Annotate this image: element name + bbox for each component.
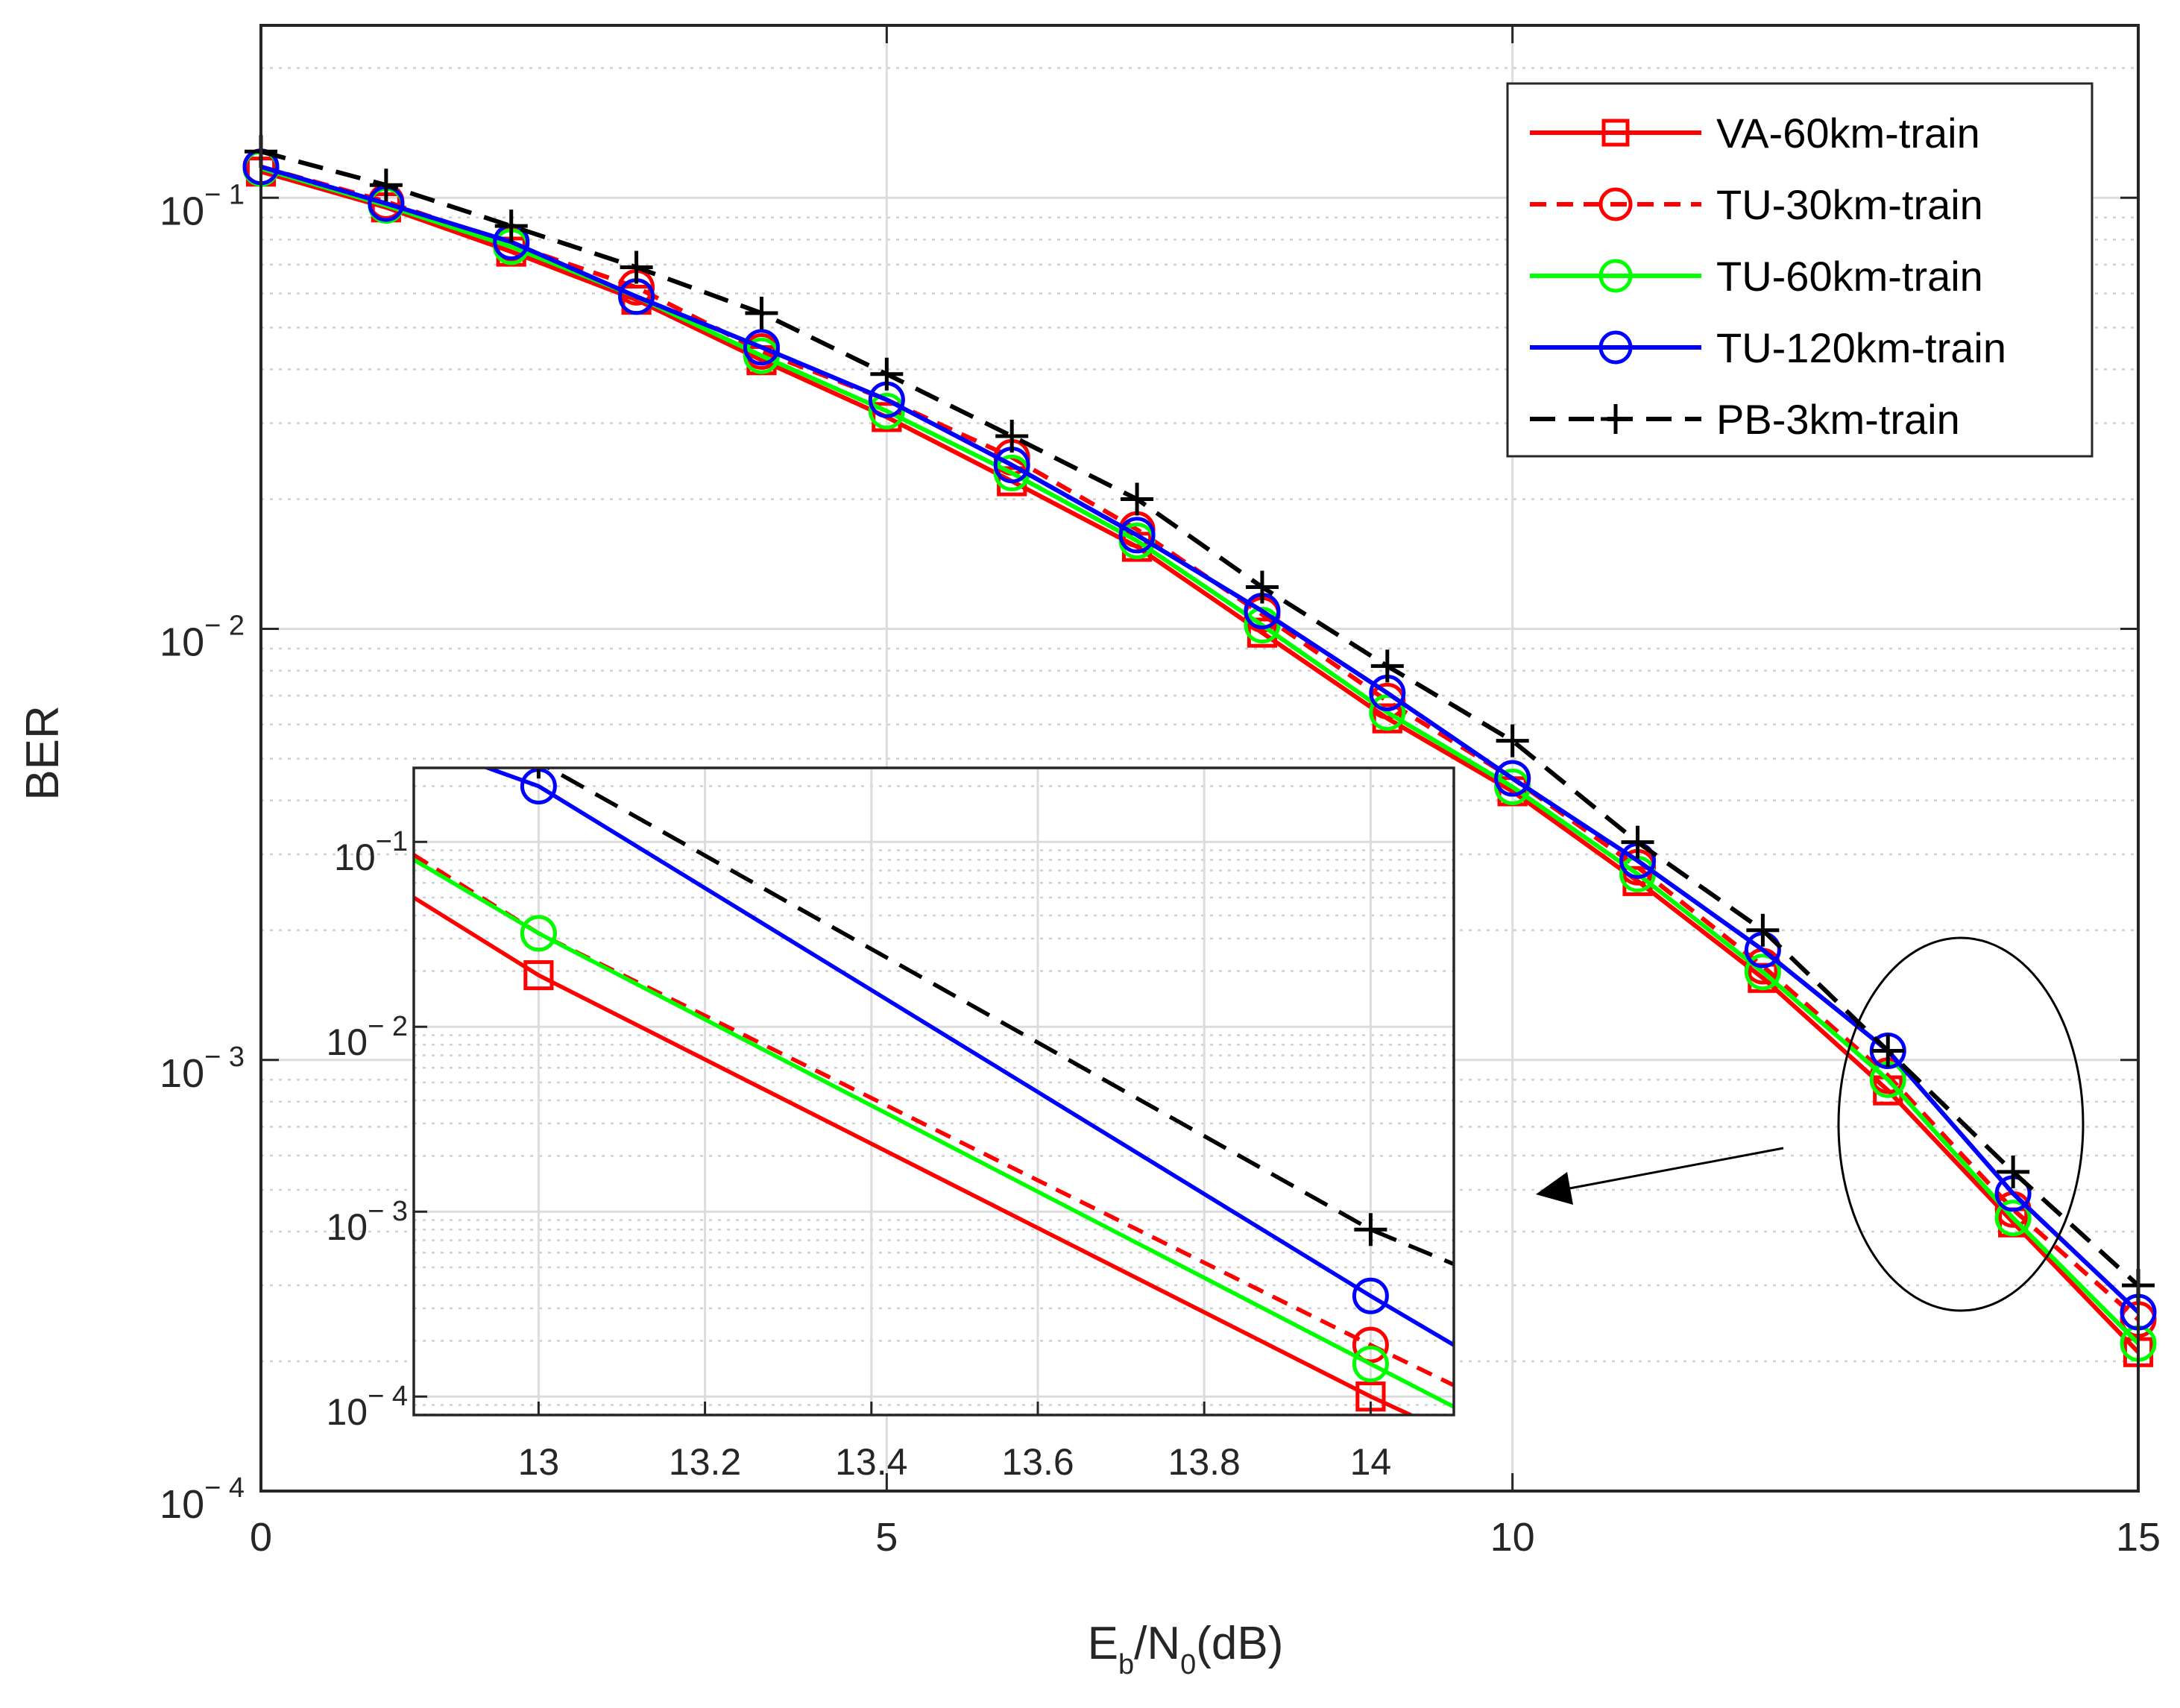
inset-series-group: [414, 768, 1454, 1415]
inset-axes-box: [412, 766, 1455, 1416]
y-tick-label: 10− 4: [160, 1472, 245, 1527]
inset-x-tick-label: 14: [1350, 1441, 1392, 1483]
inset-grid: [414, 768, 1454, 1416]
data-point-PB-3km-train: [1245, 570, 1279, 604]
inset-data-point-TU-60km-train: [520, 915, 557, 952]
x-tick-label: 0: [250, 1515, 272, 1560]
inset-ticks: 13 13.2 13.4 13.6 13.8 14 10−1 10− 2 10− 3 10− 4: [326, 826, 1391, 1483]
zoom-arrow-head: [1536, 1172, 1573, 1205]
legend-marker: [1601, 404, 1631, 434]
inset-series-PB-3km-train: [536, 768, 1454, 1267]
data-point-PB-3km-train: [1997, 1155, 2030, 1188]
legend-marker: [1598, 187, 1633, 221]
zoom-arrow-line: [1565, 1147, 1784, 1191]
inset-series-line-TU-60km-train: [414, 857, 1454, 1409]
inset-x-tick-label: 13: [518, 1441, 560, 1483]
inset-data-point-TU-120km-train: [1352, 1277, 1389, 1314]
inset-background: [414, 768, 1454, 1415]
data-point-TU-60km-train: [1994, 1200, 2032, 1237]
inset-series-line-TU-120km-train: [482, 768, 1454, 1347]
inset-x-tick-label: 13.8: [1168, 1441, 1241, 1483]
inset-series-line-PB-3km-train: [544, 768, 1454, 1267]
zoom-ellipse: [1837, 936, 2085, 1312]
legend-entry-TU-60km-train: TU-60km-train: [1530, 253, 1983, 300]
main-series-group: [242, 135, 2157, 1367]
data-point-PB-3km-train: [745, 297, 778, 330]
x-axis-title: Eb/N0(dB): [1088, 1618, 1284, 1680]
series-line-PB-3km-train: [260, 149, 2140, 1288]
inset-y-tick-label: 10− 3: [326, 1196, 408, 1248]
data-point-PB-3km-train: [1871, 1034, 1905, 1068]
legend-marker: [1598, 259, 1633, 293]
data-point-TU-60km-train: [1369, 694, 1406, 731]
series-line-VA-60km-train: [260, 169, 2140, 1354]
legend-label: PB-3km-train: [1716, 396, 1960, 443]
data-point-PB-3km-train: [1621, 825, 1654, 859]
data-point-PB-3km-train: [1746, 913, 1780, 947]
inset-x-tick-label: 13.4: [835, 1441, 907, 1483]
legend-marker: [1598, 330, 1633, 365]
data-point-PB-3km-train: [995, 419, 1029, 453]
inset-y-tick-label: 10− 2: [326, 1011, 408, 1063]
inset-data-point-TU-60km-train: [1352, 1346, 1389, 1383]
data-point-PB-3km-train: [870, 357, 904, 391]
legend-label: TU-60km-train: [1716, 253, 1983, 300]
y-axis-title: BER: [17, 705, 69, 800]
y-tick-label: 10− 1: [160, 179, 245, 233]
legend: VA-60km-train TU-30km-train TU-60km-train T…: [1506, 82, 2094, 458]
inset-data-point-VA-60km-train: [523, 959, 554, 991]
data-point-TU-60km-train: [1744, 954, 1781, 991]
x-tick-label: 15: [2116, 1515, 2161, 1560]
data-point-PB-3km-train: [494, 209, 528, 243]
data-point-PB-3km-train: [620, 250, 653, 284]
inset-x-tick-label: 13.2: [669, 1441, 741, 1483]
x-tick-label: 5: [875, 1515, 898, 1560]
legend-entry-TU-120km-train: TU-120km-train: [1530, 324, 2006, 371]
data-point-PB-3km-train: [1121, 482, 1154, 516]
legend-entry-PB-3km-train: PB-3km-train: [1530, 396, 1960, 443]
inset-data-point-TU-30km-train: [1352, 1326, 1389, 1364]
data-point-TU-120km-train: [1118, 517, 1156, 554]
legend-entry-TU-30km-train: TU-30km-train: [1530, 181, 1983, 228]
y-tick-label: 10− 2: [160, 611, 245, 665]
inset-data-point-PB-3km-train: [536, 768, 541, 779]
data-point-TU-120km-train: [743, 329, 780, 366]
y-tick-label: 10− 3: [160, 1041, 245, 1096]
legend-label: TU-120km-train: [1716, 324, 2006, 371]
legend-marker: [1601, 119, 1630, 147]
inset-series-line-VA-60km-train: [414, 895, 1416, 1415]
legend-label: TU-30km-train: [1716, 181, 1983, 228]
data-point-PB-3km-train: [1496, 724, 1529, 757]
main-ticks: 0 5 10 15 10− 1 10− 2 10− 3 10− 4: [160, 25, 2161, 1560]
main-axes-box: [259, 24, 2140, 1493]
data-point-PB-3km-train: [369, 168, 403, 202]
inset-y-tick-label: 10− 4: [326, 1381, 408, 1433]
inset-series-TU-60km-train: [414, 857, 1454, 1409]
x-tick-label: 10: [1490, 1515, 1535, 1560]
inset-data-point-PB-3km-train: [1354, 1213, 1387, 1247]
legend-entry-VA-60km-train: VA-60km-train: [1530, 110, 1980, 157]
inset-x-tick-label: 13.6: [1001, 1441, 1074, 1483]
legend-label: VA-60km-train: [1716, 110, 1980, 157]
inset-y-tick-label: 10−1: [334, 826, 408, 878]
data-point-PB-3km-train: [1370, 649, 1404, 683]
series-line-TU-120km-train: [260, 164, 2140, 1314]
data-point-TU-120km-train: [1494, 760, 1531, 797]
data-point-TU-60km-train: [868, 392, 905, 429]
